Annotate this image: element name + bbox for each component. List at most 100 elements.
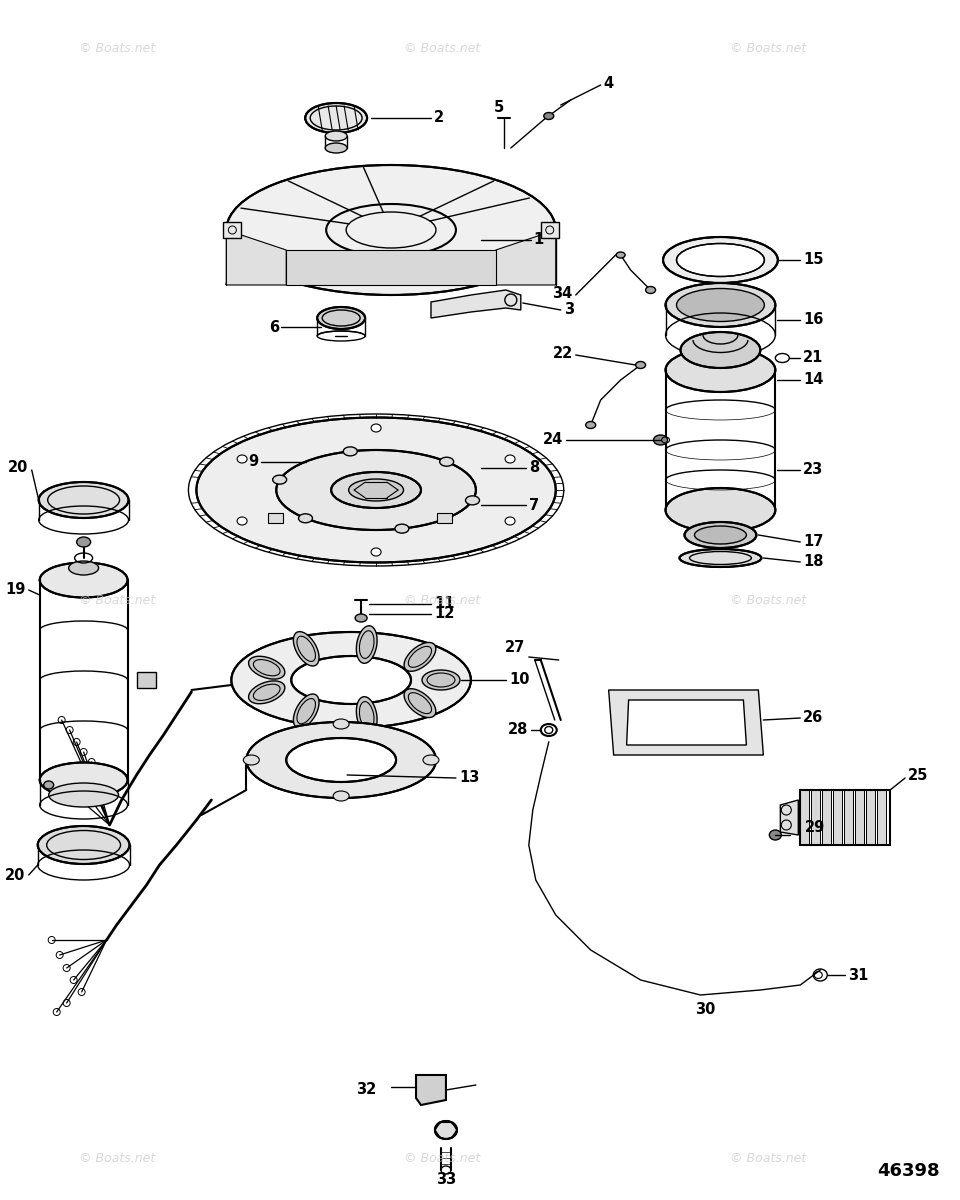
Text: 15: 15 bbox=[804, 252, 824, 268]
Ellipse shape bbox=[227, 164, 556, 295]
Text: 34: 34 bbox=[552, 286, 573, 300]
Text: 19: 19 bbox=[6, 582, 26, 598]
Ellipse shape bbox=[355, 614, 367, 622]
Ellipse shape bbox=[677, 244, 764, 276]
Ellipse shape bbox=[505, 517, 516, 526]
Bar bbox=[540, 222, 559, 238]
Ellipse shape bbox=[331, 472, 421, 508]
Text: 20: 20 bbox=[9, 461, 29, 475]
Ellipse shape bbox=[294, 631, 319, 666]
Ellipse shape bbox=[317, 307, 365, 329]
Text: © Boats.net: © Boats.net bbox=[731, 1152, 806, 1164]
Ellipse shape bbox=[49, 782, 118, 806]
Text: 23: 23 bbox=[804, 462, 824, 478]
Polygon shape bbox=[609, 690, 763, 755]
Ellipse shape bbox=[237, 455, 247, 463]
Bar bbox=[268, 512, 283, 523]
Text: 28: 28 bbox=[508, 722, 528, 738]
Ellipse shape bbox=[422, 670, 460, 690]
Ellipse shape bbox=[37, 826, 130, 864]
Ellipse shape bbox=[197, 418, 556, 563]
Polygon shape bbox=[416, 1075, 446, 1105]
Ellipse shape bbox=[372, 548, 381, 556]
Bar bbox=[855, 790, 864, 845]
Ellipse shape bbox=[305, 103, 367, 133]
Ellipse shape bbox=[586, 421, 595, 428]
Text: 17: 17 bbox=[804, 534, 824, 550]
Text: 29: 29 bbox=[805, 821, 826, 835]
Polygon shape bbox=[286, 250, 496, 284]
Text: 4: 4 bbox=[604, 76, 613, 90]
Text: 20: 20 bbox=[6, 868, 26, 882]
Ellipse shape bbox=[237, 517, 247, 526]
Ellipse shape bbox=[423, 755, 439, 766]
Polygon shape bbox=[227, 230, 286, 284]
Bar bbox=[833, 790, 842, 845]
Ellipse shape bbox=[663, 236, 778, 283]
Ellipse shape bbox=[39, 762, 128, 798]
Bar bbox=[224, 222, 241, 238]
Ellipse shape bbox=[616, 252, 625, 258]
Ellipse shape bbox=[372, 424, 381, 432]
Text: © Boats.net: © Boats.net bbox=[79, 594, 155, 606]
Text: 16: 16 bbox=[804, 312, 824, 328]
Text: 21: 21 bbox=[804, 350, 824, 366]
Ellipse shape bbox=[404, 642, 436, 671]
Text: © Boats.net: © Boats.net bbox=[79, 1152, 155, 1164]
Text: 27: 27 bbox=[505, 641, 525, 655]
Ellipse shape bbox=[636, 361, 645, 368]
Ellipse shape bbox=[466, 496, 479, 505]
Ellipse shape bbox=[44, 781, 54, 790]
Ellipse shape bbox=[69, 560, 99, 575]
Text: © Boats.net: © Boats.net bbox=[404, 1152, 481, 1164]
Ellipse shape bbox=[435, 1121, 457, 1139]
Ellipse shape bbox=[286, 738, 396, 782]
Ellipse shape bbox=[404, 689, 436, 718]
Ellipse shape bbox=[276, 450, 476, 530]
Ellipse shape bbox=[333, 719, 349, 728]
Bar bbox=[844, 790, 853, 845]
Polygon shape bbox=[780, 800, 799, 835]
Bar bbox=[801, 790, 809, 845]
Text: 1: 1 bbox=[534, 233, 544, 247]
Text: 5: 5 bbox=[493, 101, 504, 115]
Text: © Boats.net: © Boats.net bbox=[731, 594, 806, 606]
Ellipse shape bbox=[325, 143, 348, 152]
Ellipse shape bbox=[348, 479, 403, 502]
Ellipse shape bbox=[677, 288, 764, 322]
Ellipse shape bbox=[39, 563, 128, 598]
Ellipse shape bbox=[665, 283, 776, 326]
Text: 46398: 46398 bbox=[877, 1162, 940, 1180]
Ellipse shape bbox=[356, 697, 377, 734]
Ellipse shape bbox=[247, 722, 436, 798]
Ellipse shape bbox=[77, 538, 90, 547]
Ellipse shape bbox=[333, 791, 349, 802]
Text: 33: 33 bbox=[436, 1172, 456, 1188]
Text: 10: 10 bbox=[509, 672, 529, 688]
Text: 6: 6 bbox=[269, 319, 279, 335]
Text: 31: 31 bbox=[849, 967, 869, 983]
Text: © Boats.net: © Boats.net bbox=[731, 42, 806, 54]
Text: 11: 11 bbox=[434, 596, 454, 612]
Text: 3: 3 bbox=[564, 302, 574, 318]
Polygon shape bbox=[496, 230, 556, 284]
Text: 18: 18 bbox=[804, 554, 824, 570]
Ellipse shape bbox=[684, 522, 756, 548]
Text: 22: 22 bbox=[552, 346, 573, 360]
Bar bbox=[801, 790, 890, 845]
Ellipse shape bbox=[299, 514, 313, 523]
Text: 13: 13 bbox=[459, 770, 479, 786]
Ellipse shape bbox=[665, 348, 776, 392]
Ellipse shape bbox=[344, 446, 357, 456]
Ellipse shape bbox=[505, 455, 516, 463]
Ellipse shape bbox=[325, 131, 348, 140]
Text: 32: 32 bbox=[356, 1082, 376, 1098]
Ellipse shape bbox=[645, 287, 656, 294]
Text: © Boats.net: © Boats.net bbox=[404, 42, 481, 54]
Bar bbox=[437, 512, 452, 523]
Ellipse shape bbox=[654, 434, 667, 445]
Text: © Boats.net: © Boats.net bbox=[79, 42, 155, 54]
Text: 14: 14 bbox=[804, 372, 824, 388]
Polygon shape bbox=[431, 290, 521, 318]
Text: 26: 26 bbox=[804, 710, 824, 726]
